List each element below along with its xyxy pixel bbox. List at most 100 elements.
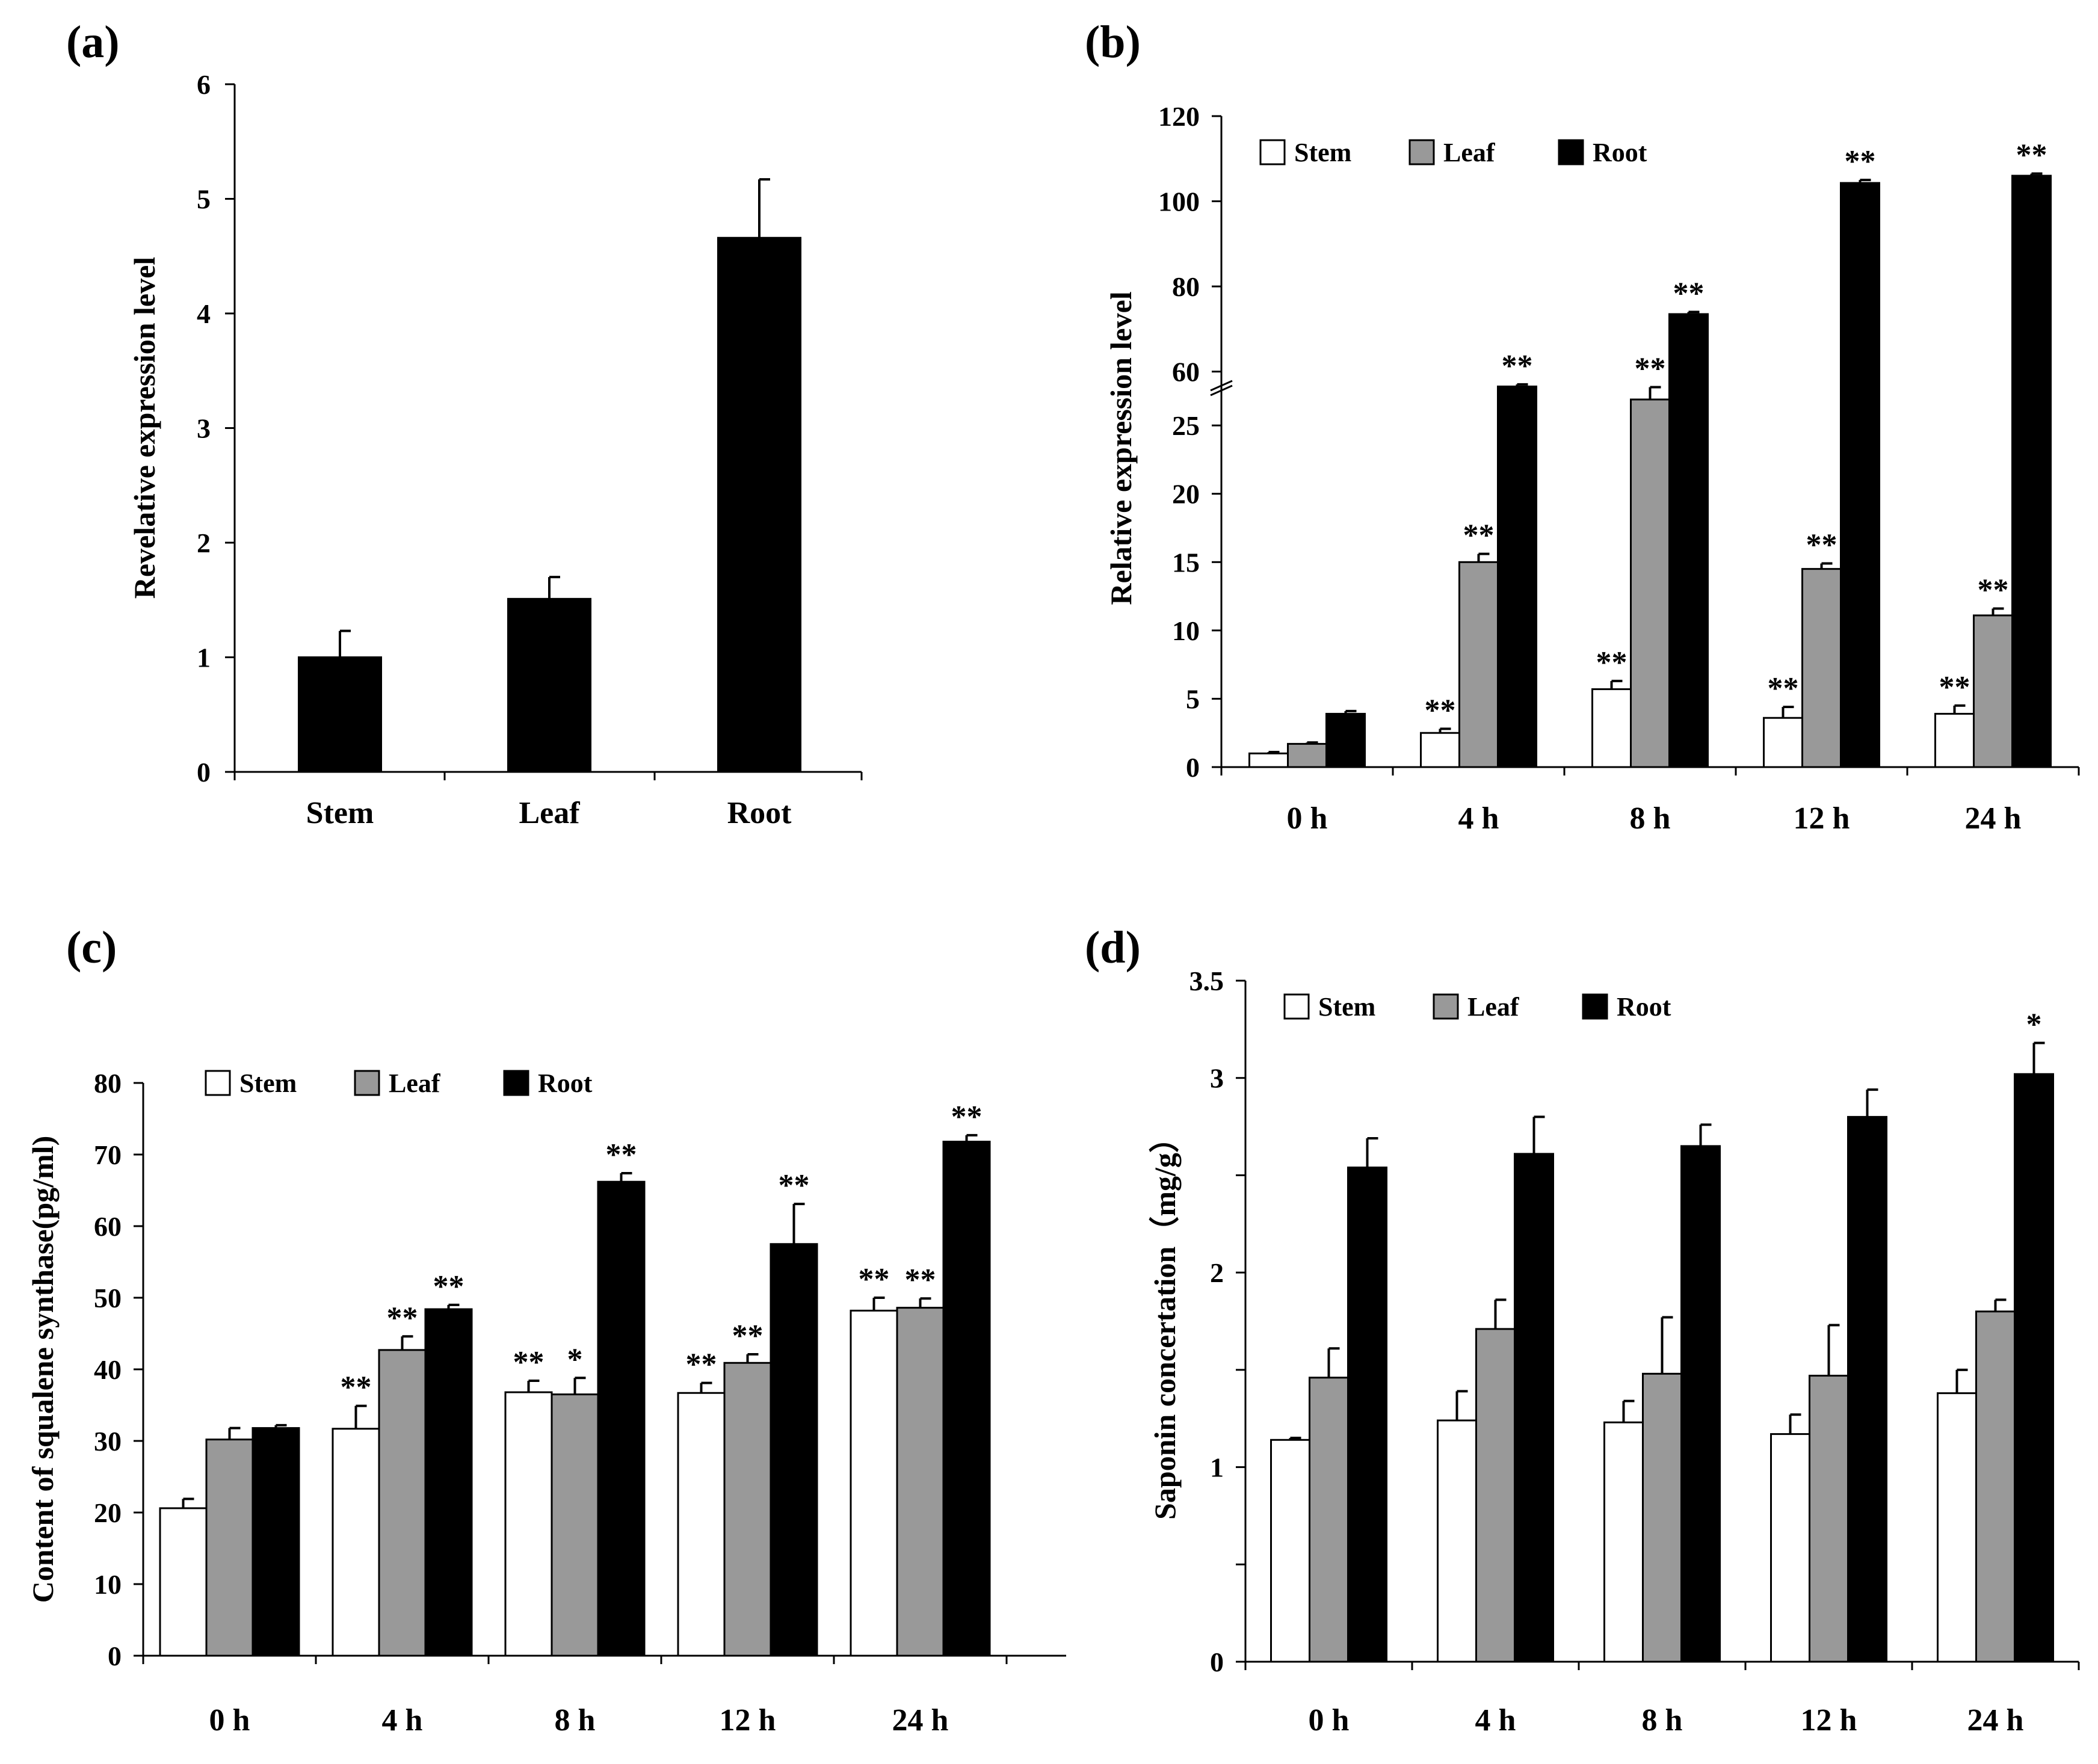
- y-tick-label: 100: [1158, 187, 1200, 217]
- y-tick-label: 5: [1186, 683, 1200, 714]
- y-tick-label: 50: [94, 1283, 122, 1313]
- bar-leaf-4h: [1475, 1328, 1516, 1663]
- bar-stem-4h: [332, 1428, 380, 1657]
- bar-stem-0h: [1270, 1439, 1310, 1663]
- bar-stem-8h: [1591, 688, 1632, 768]
- panel-label: (d): [1085, 922, 1141, 973]
- legend-label-root: Root: [1593, 138, 1647, 167]
- panel-d-chart: (d) 0 1 2 3 3.5 0 h 4 h 8 h 12 h * 24 h Stem Leaf Root…: [1085, 922, 2080, 1738]
- x-tick-label: 4 h: [1475, 1703, 1516, 1738]
- x-tick-label: 24 h: [1967, 1703, 2024, 1738]
- y-axis-title: Content of squalene synthase(pg/ml): [26, 1136, 60, 1603]
- y-tick-label: 1: [197, 643, 211, 673]
- legend-label-leaf: Leaf: [1467, 992, 1520, 1022]
- x-tick-label: 12 h: [720, 1703, 776, 1738]
- bar-stem-12h: [1770, 1433, 1810, 1663]
- significance-mark: **: [1502, 349, 1533, 383]
- y-tick-label: 3: [197, 413, 211, 444]
- legend-swatch-leaf: [1408, 139, 1435, 165]
- legend-label-stem: Stem: [1318, 992, 1375, 1022]
- x-tick-label: Leaf: [519, 796, 580, 830]
- bar-root-12h: [1847, 1115, 1887, 1663]
- bar-stem: [298, 656, 382, 773]
- bar-root-24h: [2011, 174, 2052, 768]
- bar-leaf-0h: [1309, 1377, 1349, 1663]
- panel-label: (b): [1085, 17, 1141, 67]
- significance-mark: **: [1806, 528, 1837, 563]
- legend-label-leaf: Leaf: [389, 1069, 441, 1098]
- bar-stem-12h: [677, 1392, 726, 1657]
- y-tick-label: 6: [197, 69, 211, 100]
- y-axis-title: Revelative expression level: [128, 257, 161, 599]
- bar-stem-24h: [1937, 1392, 1977, 1663]
- x-tick-label: 4 h: [382, 1703, 423, 1738]
- legend-label-leaf: Leaf: [1443, 138, 1496, 167]
- significance-mark: **: [1596, 646, 1627, 680]
- y-tick-label: 5: [197, 184, 211, 215]
- bar-leaf-8h: [1630, 398, 1670, 768]
- y-tick-label: 3.5: [1189, 966, 1224, 996]
- x-tick-label: 4 h: [1458, 801, 1499, 836]
- y-tick-label: 0: [197, 757, 211, 788]
- y-tick-label: 3: [1210, 1063, 1224, 1094]
- x-tick-label: 8 h: [555, 1703, 596, 1738]
- y-axis-title: Relative expression level: [1104, 291, 1138, 605]
- axis-break-mark: [1210, 384, 1233, 396]
- bar-stem-8h: [1603, 1421, 1644, 1663]
- y-tick-label: 0: [1210, 1647, 1224, 1677]
- y-tick-label: 25: [1172, 410, 1200, 441]
- x-tick-label: 0 h: [1287, 801, 1328, 836]
- y-tick-label: 2: [1210, 1257, 1224, 1288]
- bar-stem-4h: [1420, 732, 1460, 768]
- bar-stem-8h: [504, 1391, 553, 1657]
- legend-swatch-leaf: [1433, 993, 1459, 1020]
- bar-leaf-12h: [1801, 568, 1842, 768]
- bar-leaf-12h: [723, 1362, 772, 1657]
- significance-mark: *: [2026, 1007, 2042, 1041]
- panel-label: (c): [66, 922, 117, 973]
- x-tick-label: Root: [727, 796, 792, 830]
- bar-stem-0h: [159, 1507, 208, 1657]
- significance-mark: **: [387, 1301, 418, 1335]
- significance-mark: **: [513, 1345, 545, 1380]
- bar-root-12h: [770, 1243, 818, 1657]
- bar-root-24h: [2014, 1073, 2054, 1663]
- significance-mark: **: [1845, 144, 1876, 179]
- bar-leaf-8h: [1642, 1372, 1682, 1663]
- y-axis-title: Saponin concertation（mg/g）: [1148, 1123, 1182, 1520]
- y-tick-label: 0: [108, 1641, 122, 1671]
- x-tick-label: 12 h: [1794, 801, 1850, 836]
- significance-mark: **: [732, 1319, 764, 1353]
- bar-leaf-4h: [1458, 561, 1499, 768]
- y-tick-label: 0: [1186, 752, 1200, 783]
- x-tick-label: 8 h: [1630, 801, 1671, 836]
- x-tick-label: 12 h: [1801, 1703, 1857, 1738]
- legend-label-stem: Stem: [1294, 138, 1351, 167]
- bar-root-4h: [1497, 385, 1537, 768]
- y-tick-label: 2: [197, 528, 211, 558]
- legend-label-root: Root: [538, 1069, 593, 1098]
- y-tick-label: 20: [94, 1497, 122, 1528]
- legend-swatch-stem: [205, 1070, 231, 1096]
- bar-leaf-8h: [551, 1393, 599, 1657]
- legend-swatch-stem: [1283, 993, 1310, 1020]
- bar-root-8h: [1680, 1145, 1721, 1663]
- y-tick-label: 120: [1158, 101, 1200, 132]
- bar-leaf-24h: [1975, 1310, 2016, 1663]
- y-tick-label: 40: [94, 1354, 122, 1385]
- significance-mark: **: [1635, 352, 1666, 386]
- bar-root-12h: [1840, 182, 1880, 768]
- bar-leaf-24h: [896, 1307, 945, 1657]
- bar-stem-4h: [1437, 1419, 1477, 1663]
- legend-swatch-root: [503, 1070, 529, 1096]
- significance-mark: **: [1463, 519, 1495, 553]
- significance-mark: **: [2016, 138, 2047, 173]
- bar-root-24h: [942, 1141, 991, 1657]
- bar-root-8h: [597, 1180, 646, 1657]
- bar-leaf-0h: [205, 1439, 254, 1657]
- significance-mark: **: [1425, 693, 1456, 727]
- bar-leaf-12h: [1809, 1375, 1849, 1663]
- bar-root-0h: [1325, 712, 1366, 768]
- bar-stem-24h: [1934, 712, 1975, 768]
